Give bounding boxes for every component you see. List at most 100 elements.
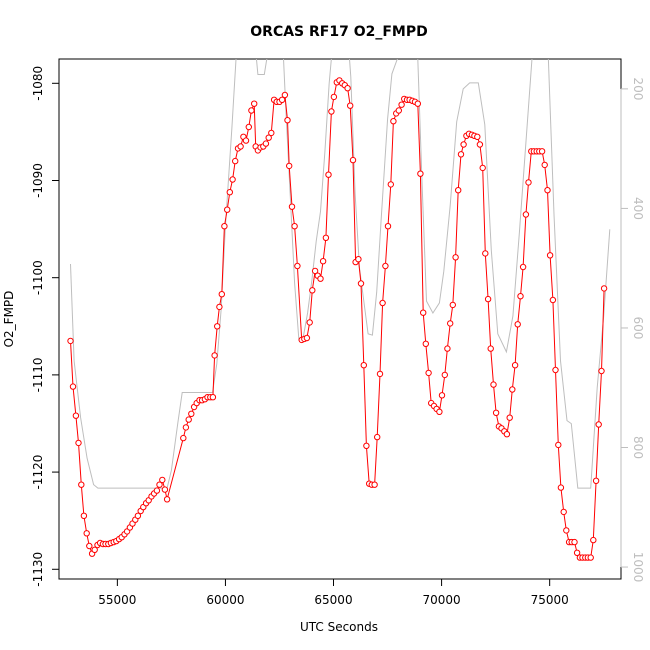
data-point (557, 484, 565, 491)
data-point (232, 157, 239, 165)
y-tick-label: -1080 (31, 66, 45, 101)
data-point (444, 345, 451, 352)
data-point (309, 287, 316, 294)
data-point (441, 371, 448, 379)
data-point (487, 345, 494, 352)
data-point (317, 275, 324, 282)
data-point (156, 481, 163, 488)
data-point (384, 223, 392, 230)
data-point (571, 538, 578, 546)
data-point (587, 554, 594, 561)
primary-series (67, 77, 608, 561)
data-point (525, 179, 532, 186)
data-point (355, 256, 362, 263)
data-point (80, 512, 88, 519)
data-point (538, 148, 546, 155)
data-point (552, 366, 559, 374)
data-point (374, 433, 381, 441)
y-tick-label: -1120 (31, 455, 45, 490)
data-point (306, 319, 313, 326)
data-point (482, 250, 489, 257)
y-axis: -1080 -1090 -1100 -1110 -1120 -1130 (31, 66, 60, 587)
data-point (349, 156, 357, 164)
data-point (188, 410, 195, 417)
data-point (395, 107, 402, 114)
x-axis: 55000 60000 65000 70000 75000 (98, 578, 569, 607)
y-axis-label: O2_FMPD (2, 291, 16, 348)
y2-tick-label: 600 (631, 317, 645, 340)
data-point (134, 512, 142, 519)
data-point (455, 187, 462, 194)
data-point (229, 176, 236, 183)
data-point (484, 295, 492, 303)
data-point (72, 412, 80, 419)
y2-tick-label: 1000 (631, 552, 645, 583)
data-point (69, 383, 77, 390)
data-point (328, 108, 335, 115)
data-point (517, 293, 524, 300)
data-point (420, 309, 427, 316)
data-point (449, 301, 456, 309)
data-point (511, 362, 519, 369)
data-point (600, 285, 608, 292)
secondary-line (70, 59, 611, 489)
data-point (514, 321, 521, 328)
secondary-series (70, 59, 611, 489)
data-point (185, 416, 192, 423)
y2-axis: 200 400 600 800 1000 (620, 77, 645, 583)
data-point (460, 141, 467, 148)
data-point (474, 133, 481, 141)
x-tick-label: 65000 (314, 593, 352, 607)
data-point (560, 508, 567, 516)
data-point (387, 181, 394, 188)
x-tick-label: 55000 (98, 593, 136, 607)
data-point (492, 409, 500, 416)
data-point (371, 481, 378, 488)
data-point (224, 206, 231, 213)
data-point (325, 171, 332, 178)
data-point (398, 101, 405, 108)
data-point (476, 141, 484, 148)
data-point (180, 434, 187, 442)
data-point (447, 320, 454, 327)
data-point (555, 441, 562, 449)
data-point (457, 151, 465, 158)
data-point (278, 96, 286, 104)
x-tick-label: 60000 (206, 593, 244, 607)
data-point (360, 362, 367, 369)
data-point (414, 100, 421, 107)
data-point (286, 162, 293, 170)
data-point (159, 476, 166, 484)
data-point (268, 129, 275, 137)
y-tick-label: -1100 (31, 260, 45, 295)
data-point (598, 367, 605, 375)
data-point (379, 299, 386, 307)
y2-tick-label: 800 (631, 436, 645, 459)
data-point (221, 223, 228, 230)
data-point (265, 134, 272, 141)
data-point (248, 107, 255, 114)
data-point (311, 267, 319, 275)
data-point (422, 340, 429, 347)
data-point (347, 102, 354, 109)
data-point (245, 123, 253, 131)
data-point (75, 439, 82, 447)
data-point (330, 93, 338, 101)
data-point (226, 189, 234, 196)
data-point (549, 296, 557, 304)
data-point (592, 477, 600, 484)
data-point (214, 323, 221, 330)
data-point (288, 203, 296, 210)
x-tick-label: 70000 (422, 593, 460, 607)
y-tick-label: -1110 (31, 357, 45, 392)
data-point (376, 370, 384, 378)
data-point (153, 487, 161, 494)
data-point (595, 421, 602, 428)
data-point (506, 414, 513, 421)
data-point (452, 254, 459, 261)
data-point (382, 262, 389, 270)
data-point (490, 381, 497, 388)
data-point (425, 369, 432, 377)
data-point (67, 337, 74, 345)
